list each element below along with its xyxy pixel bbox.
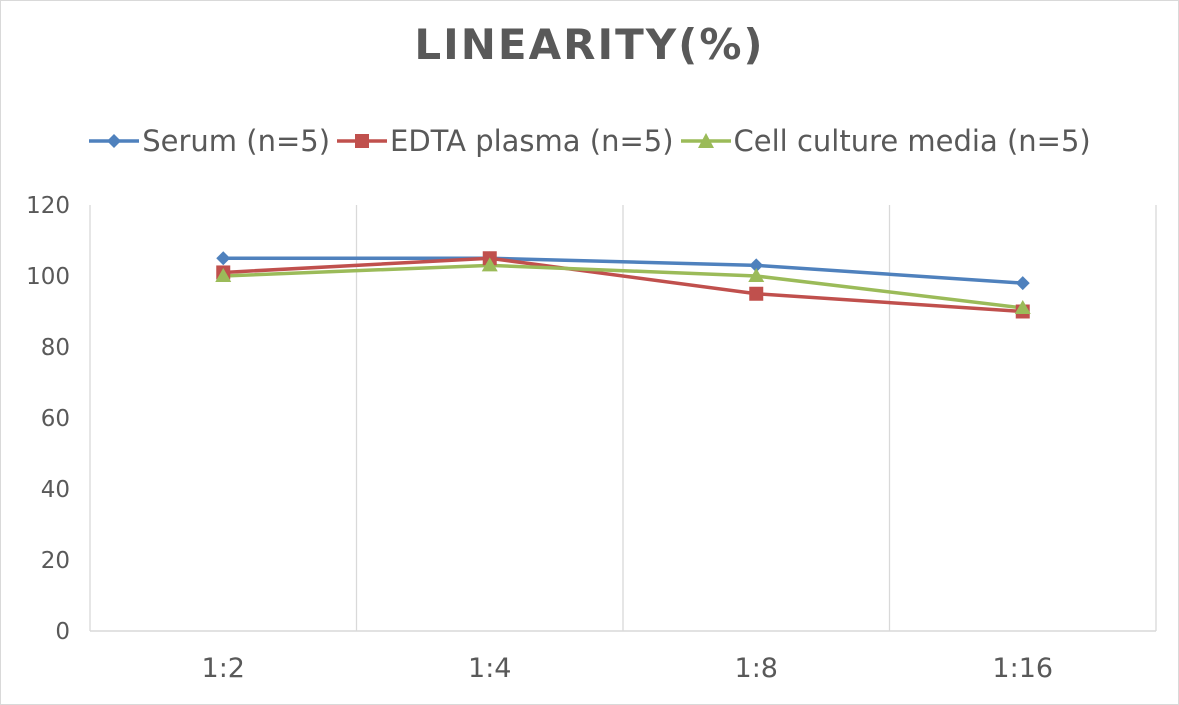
x-tick-label: 1:16 [992, 653, 1053, 684]
series-line-0 [223, 256, 1023, 285]
legend-item-edta-plasma: EDTA plasma (n=5) [336, 124, 674, 158]
legend-swatch-edta-plasma [337, 134, 388, 148]
y-tick-label: 60 [41, 406, 70, 432]
y-tick-label: 80 [41, 335, 70, 361]
y-tick-label: 40 [41, 477, 70, 503]
legend-label-cell-culture-media: Cell culture media (n=5) [733, 124, 1091, 158]
data-point-marker [748, 268, 765, 282]
legend-label-edta-plasma: EDTA plasma (n=5) [390, 124, 674, 158]
y-tick-label: 20 [41, 548, 70, 574]
legend: Serum (n=5) EDTA plasma (n=5) Cell cultu… [0, 118, 1179, 164]
y-tick-label: 120 [26, 193, 70, 219]
legend-item-cell-culture-media: Cell culture media (n=5) [680, 124, 1091, 158]
data-point-marker [1014, 299, 1031, 314]
legend-item-serum: Serum (n=5) [88, 124, 330, 158]
x-tick-label: 1:4 [468, 653, 511, 684]
y-tick-label: 100 [26, 264, 70, 290]
x-tick-label: 1:8 [735, 653, 778, 684]
y-tick-label: 0 [55, 619, 70, 645]
data-point-marker [749, 258, 764, 273]
chart-title: LINEARITY(%) [414, 20, 765, 69]
data-point-marker [1015, 276, 1030, 291]
legend-swatch-cell-culture-media [680, 133, 731, 148]
data-point-marker [749, 286, 764, 301]
data-point-marker [216, 251, 231, 266]
data-point-marker [215, 268, 232, 282]
legend-swatch-serum [89, 134, 140, 148]
series-line-1 [223, 256, 1023, 314]
series-line-2 [223, 263, 1023, 310]
data-point-marker [481, 257, 498, 272]
x-tick-label: 1:2 [202, 653, 245, 684]
legend-label-serum: Serum (n=5) [142, 124, 331, 158]
